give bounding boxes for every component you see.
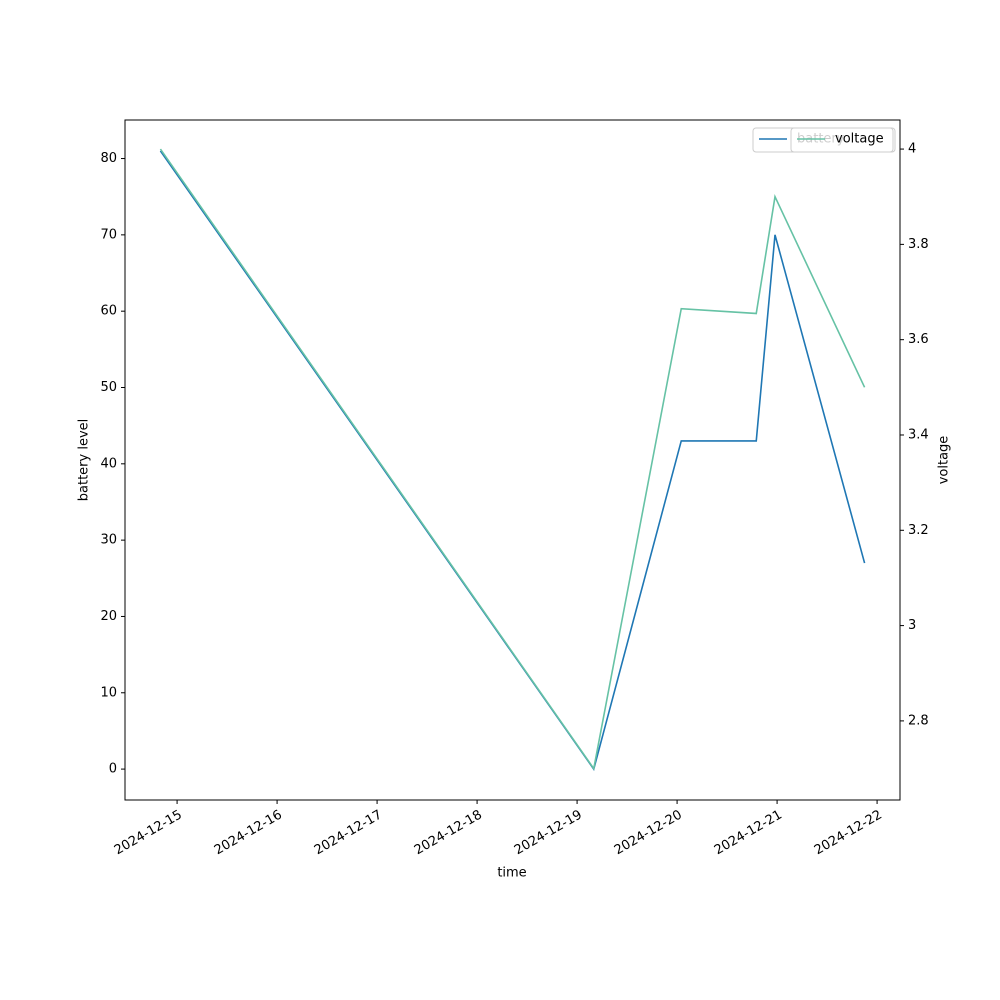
x-tick-label: 2024-12-20 <box>612 808 685 859</box>
y2-tick-label: 3 <box>908 618 916 633</box>
y2-tick-label: 2.8 <box>908 713 929 728</box>
y-tick-label: 60 <box>100 304 117 319</box>
x-tick-label: 2024-12-21 <box>712 808 785 859</box>
x-tick-label: 2024-12-18 <box>412 808 485 859</box>
legend-label: voltage <box>835 132 884 147</box>
x-tick-label: 2024-12-17 <box>312 808 385 859</box>
y-tick-label: 10 <box>100 685 117 700</box>
legend-box <box>790 127 894 153</box>
y2-tick-label: 3.2 <box>908 523 929 538</box>
x-tick-label: 2024-12-15 <box>112 808 185 859</box>
y2-tick-label: 4 <box>908 142 916 157</box>
y-tick-label: 20 <box>100 609 117 624</box>
y2-tick-label: 3.6 <box>908 332 929 347</box>
data-line <box>159 148 866 771</box>
y-tick-label: 80 <box>100 151 117 166</box>
y2-tick-label: 3.4 <box>908 427 929 442</box>
data-line <box>159 150 866 771</box>
y-tick-label: 0 <box>109 762 117 777</box>
x-axis-label: time <box>497 866 526 881</box>
y-tick-label: 70 <box>100 227 117 242</box>
y-axis-label: battery level <box>77 419 92 502</box>
y2-tick-label: 3.8 <box>908 237 929 252</box>
x-tick-label: 2024-12-19 <box>512 808 585 859</box>
y-tick-label: 30 <box>100 533 117 548</box>
y-tick-label: 50 <box>100 380 117 395</box>
x-tick-label: 2024-12-16 <box>212 808 285 859</box>
x-tick-label: 2024-12-22 <box>812 808 885 859</box>
plot-frame <box>124 119 901 801</box>
y-tick-label: 40 <box>100 456 117 471</box>
y2-axis-label: voltage <box>937 436 952 485</box>
